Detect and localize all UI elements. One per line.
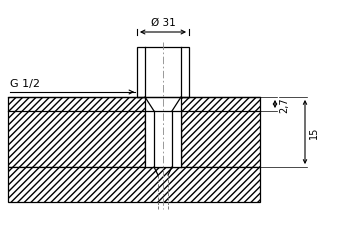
Text: 15: 15 [309,126,319,139]
Text: G 1/2: G 1/2 [10,79,40,89]
Text: Ø 31: Ø 31 [150,18,175,28]
Bar [8,167,260,202]
Bar [145,112,181,167]
Bar [181,98,260,167]
Bar [8,98,145,167]
Bar [137,48,189,98]
Text: 2,7: 2,7 [279,97,289,112]
